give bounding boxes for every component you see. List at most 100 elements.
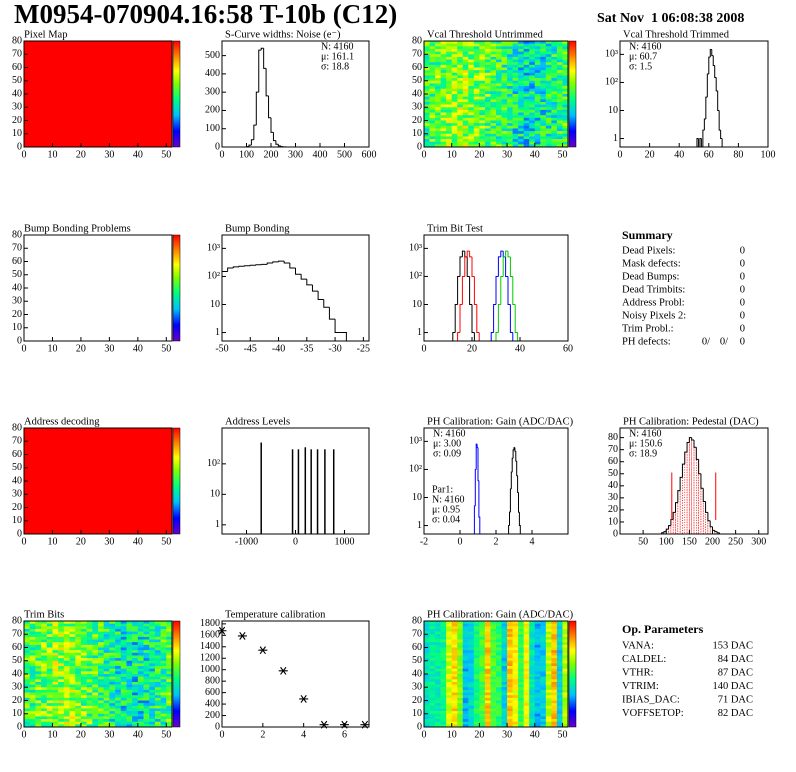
heatmap-texture bbox=[518, 708, 524, 712]
heatmap-texture bbox=[501, 144, 508, 147]
heatmap-texture bbox=[143, 705, 150, 709]
heatmap-texture bbox=[484, 99, 491, 103]
heatmap-texture bbox=[457, 703, 464, 707]
heatmap-texture bbox=[80, 719, 87, 722]
heatmap-texture bbox=[424, 671, 430, 675]
y-tick-label: 50 bbox=[412, 655, 422, 666]
heatmap-texture bbox=[137, 711, 144, 715]
heatmap-texture bbox=[473, 674, 480, 677]
heatmap-texture bbox=[24, 721, 30, 725]
x-tick-label: -1000 bbox=[235, 536, 258, 547]
heatmap-texture bbox=[457, 88, 464, 92]
heatmap-texture bbox=[512, 62, 519, 66]
heatmap-texture bbox=[446, 91, 452, 95]
heatmap-texture bbox=[103, 663, 110, 667]
heatmap-texture bbox=[468, 83, 475, 87]
heatmap-texture bbox=[451, 43, 458, 47]
heatmap-texture bbox=[507, 623, 513, 627]
heatmap-texture bbox=[35, 660, 42, 664]
heatmap-texture bbox=[507, 125, 513, 129]
x-tick-label: 300 bbox=[288, 149, 303, 160]
heatmap-texture bbox=[86, 663, 93, 667]
heatmap-texture bbox=[52, 644, 59, 648]
heatmap-texture bbox=[69, 650, 76, 654]
heatmap-texture bbox=[149, 689, 156, 693]
heatmap-texture bbox=[424, 139, 430, 142]
heatmap-texture bbox=[512, 75, 519, 79]
heatmap-texture bbox=[440, 46, 447, 50]
heatmap-texture bbox=[137, 692, 144, 696]
hist-bin bbox=[512, 332, 516, 341]
heatmap-texture bbox=[63, 631, 70, 635]
heatmap-texture bbox=[484, 112, 491, 116]
heatmap-texture bbox=[507, 46, 513, 50]
x-tick-label: 0 bbox=[22, 536, 27, 547]
heatmap-texture bbox=[446, 78, 452, 82]
heatmap-texture bbox=[507, 644, 513, 648]
summary-value: 0 bbox=[740, 336, 745, 347]
color-bar bbox=[173, 621, 180, 727]
heatmap-texture bbox=[457, 43, 464, 47]
heatmap-texture bbox=[462, 705, 469, 709]
heatmap-texture bbox=[143, 636, 150, 640]
heatmap-texture bbox=[562, 88, 568, 92]
heatmap-texture bbox=[29, 658, 36, 662]
heatmap-texture bbox=[86, 652, 93, 656]
heatmap-texture bbox=[490, 120, 497, 124]
heatmap-texture bbox=[468, 626, 475, 630]
heatmap-texture bbox=[92, 716, 99, 720]
heatmap-texture bbox=[115, 631, 122, 635]
heatmap-texture bbox=[440, 689, 447, 693]
heatmap-texture bbox=[143, 663, 150, 667]
heatmap-texture bbox=[429, 634, 436, 638]
heatmap-texture bbox=[523, 658, 530, 662]
heatmap-texture bbox=[473, 708, 480, 712]
heatmap-texture bbox=[496, 43, 502, 47]
heatmap-texture bbox=[468, 62, 475, 66]
hist-bin bbox=[718, 532, 722, 534]
heatmap-texture bbox=[440, 54, 447, 58]
heatmap-texture bbox=[484, 136, 491, 140]
heatmap-texture bbox=[35, 674, 42, 677]
heatmap-texture bbox=[501, 666, 508, 669]
plot-area bbox=[694, 48, 724, 147]
heatmap-texture bbox=[462, 94, 469, 97]
heatmap-texture bbox=[446, 131, 452, 135]
heatmap-texture bbox=[41, 636, 48, 640]
heatmap-texture bbox=[484, 88, 491, 92]
heatmap-texture bbox=[424, 636, 430, 640]
heatmap-texture bbox=[556, 75, 563, 79]
hist-bin bbox=[232, 266, 239, 268]
heatmap-texture bbox=[451, 75, 458, 79]
heatmap-texture bbox=[540, 639, 547, 643]
heatmap-texture bbox=[545, 67, 552, 71]
heatmap-texture bbox=[103, 674, 110, 677]
heatmap-texture bbox=[451, 697, 458, 701]
heatmap-texture bbox=[440, 96, 447, 100]
heatmap-texture bbox=[457, 86, 464, 89]
heatmap-texture bbox=[529, 647, 536, 651]
heatmap-texture bbox=[446, 99, 452, 103]
heatmap-texture bbox=[446, 671, 452, 675]
heatmap-texture bbox=[534, 115, 541, 119]
heatmap-texture bbox=[451, 62, 458, 66]
heatmap-texture bbox=[451, 78, 458, 82]
heatmap-texture bbox=[496, 711, 502, 715]
heatmap-texture bbox=[523, 634, 530, 638]
heatmap-texture bbox=[496, 700, 502, 704]
heatmap-texture bbox=[69, 642, 76, 646]
heatmap-texture bbox=[451, 674, 458, 677]
heatmap-texture bbox=[501, 104, 508, 108]
heatmap-texture bbox=[507, 634, 513, 638]
heatmap-texture bbox=[512, 64, 519, 68]
x-tick-label: 20 bbox=[76, 729, 86, 740]
heatmap-texture bbox=[473, 721, 480, 725]
heatmap-texture bbox=[149, 655, 156, 659]
heatmap-texture bbox=[86, 642, 93, 646]
heatmap-texture bbox=[137, 689, 144, 693]
heatmap-texture bbox=[518, 697, 524, 701]
heatmap-texture bbox=[435, 104, 441, 108]
y-tick-label: 70 bbox=[12, 243, 22, 254]
heatmap-texture bbox=[46, 636, 53, 640]
